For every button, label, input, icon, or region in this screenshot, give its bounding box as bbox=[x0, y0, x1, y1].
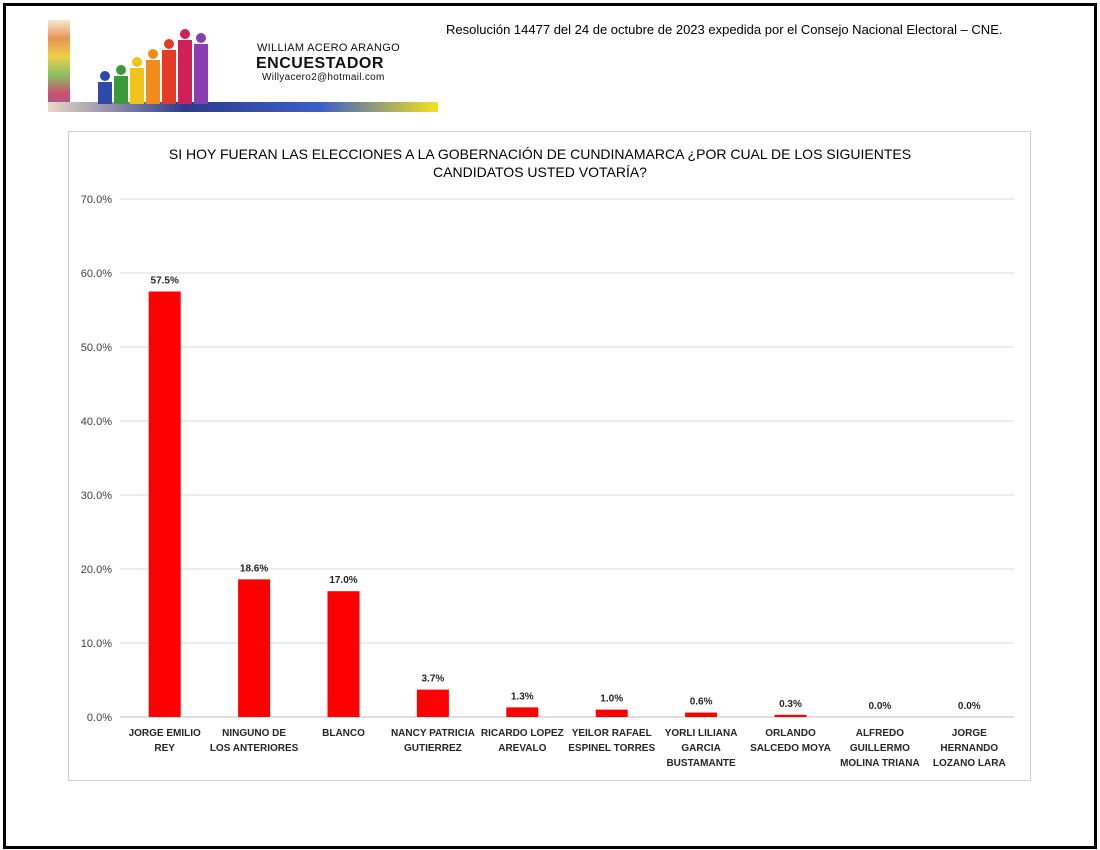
x-tick-label: JORGE EMILIO REY bbox=[129, 728, 201, 754]
bar bbox=[416, 689, 449, 717]
chart-title-line-1: SI HOY FUERAN LAS ELECCIONES A LA GOBERN… bbox=[168, 146, 912, 162]
resolution-note: Resolución 14477 del 24 de octubre de 20… bbox=[446, 22, 1003, 37]
logo-graphic bbox=[48, 20, 438, 112]
data-label: 0.0% bbox=[869, 701, 892, 712]
x-tick-label: BLANCO bbox=[322, 728, 365, 739]
y-tick-label: 0.0% bbox=[87, 712, 112, 724]
y-tick-label: 30.0% bbox=[81, 490, 112, 502]
data-label: 17.0% bbox=[329, 575, 357, 586]
data-label: 1.3% bbox=[511, 691, 534, 702]
chart-title: SI HOY FUERAN LAS ELECCIONES A LA GOBERN… bbox=[120, 145, 960, 181]
pollster-email: Willyacero2@hotmail.com bbox=[262, 72, 385, 83]
bar bbox=[238, 579, 271, 717]
bar bbox=[148, 291, 181, 717]
x-tick-label: JORGE HERNANDO LOZANO LARA bbox=[933, 728, 1006, 769]
y-tick-label: 40.0% bbox=[81, 416, 112, 428]
y-tick-label: 60.0% bbox=[81, 268, 112, 280]
y-tick-label: 10.0% bbox=[81, 638, 112, 650]
data-label: 0.0% bbox=[958, 701, 981, 712]
data-label: 18.6% bbox=[240, 563, 268, 574]
bar bbox=[774, 714, 807, 717]
x-tick-label: ALFREDO GUILLERMO MOLINA TRIANA bbox=[840, 728, 920, 769]
chart-title-line-2: CANDIDATOS USTED VOTARÍA? bbox=[433, 164, 647, 180]
logo: WILLIAM ACERO ARANGO ENCUESTADOR Willyac… bbox=[48, 20, 438, 112]
x-tick-label: RICARDO LOPEZ AREVALO bbox=[481, 728, 564, 754]
pollster-name: WILLIAM ACERO ARANGO bbox=[257, 42, 400, 54]
y-tick-label: 70.0% bbox=[81, 194, 112, 206]
pollster-role: ENCUESTADOR bbox=[256, 55, 384, 72]
data-label: 0.6% bbox=[690, 697, 713, 708]
data-label: 3.7% bbox=[422, 674, 445, 685]
data-label: 1.0% bbox=[600, 694, 623, 705]
bar bbox=[506, 707, 539, 717]
x-tick-label: YORLI LILIANA GARCIA BUSTAMANTE bbox=[665, 728, 738, 769]
y-tick-label: 50.0% bbox=[81, 342, 112, 354]
y-tick-label: 20.0% bbox=[81, 564, 112, 576]
bar bbox=[327, 591, 360, 717]
x-tick-label: NANCY PATRICIA GUTIERREZ bbox=[391, 728, 475, 754]
bar bbox=[685, 712, 718, 717]
bar bbox=[595, 709, 628, 717]
chart-container bbox=[68, 131, 1031, 781]
x-tick-label: YEILOR RAFAEL ESPINEL TORRES bbox=[568, 728, 655, 754]
data-label: 57.5% bbox=[151, 276, 179, 287]
x-tick-label: ORLANDO SALCEDO MOYA bbox=[750, 728, 831, 754]
data-label: 0.3% bbox=[779, 699, 802, 710]
x-tick-label: NINGUNO DE LOS ANTERIORES bbox=[210, 728, 299, 754]
